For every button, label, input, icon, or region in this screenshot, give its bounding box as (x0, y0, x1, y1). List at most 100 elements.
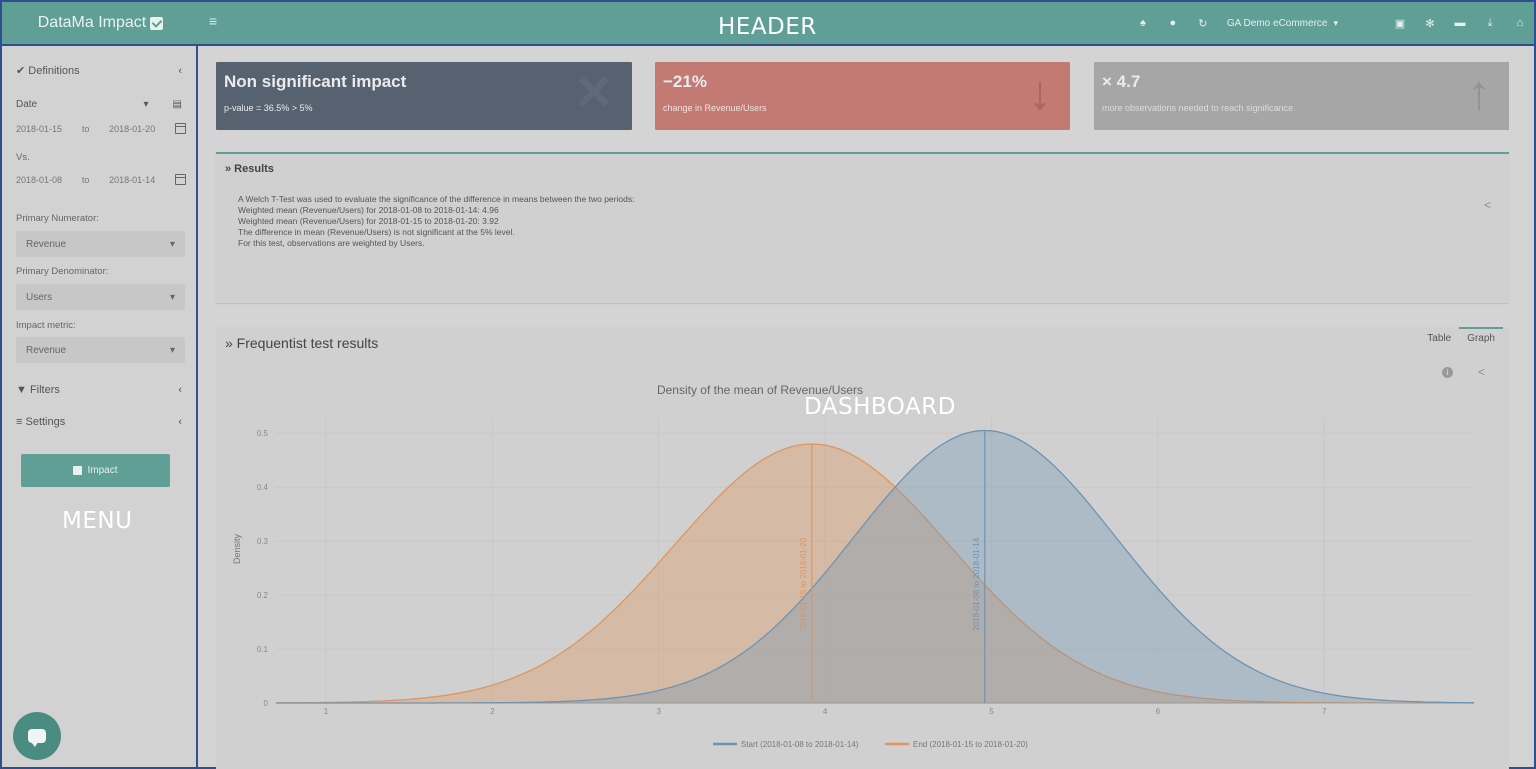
x-tick-label: 3 (656, 707, 661, 716)
primary-numerator-select[interactable]: Revenue ▾ (16, 231, 185, 257)
y-tick-label: 0.2 (257, 591, 269, 600)
share-icon[interactable]: < (1477, 365, 1485, 379)
settings-label: Settings (25, 416, 66, 428)
density-area (276, 430, 1474, 703)
brand[interactable]: DataMa Impact (2, 2, 199, 44)
sidebar: ✔ Definitions ‹ Date ▾ ▤ 2018-01-15 to 20… (0, 46, 198, 769)
impact-button[interactable]: Impact (21, 454, 170, 487)
vs-label: Vs. (16, 152, 30, 163)
date-row: Date ▾ ▤ (16, 99, 182, 110)
sidebar-item-definitions[interactable]: ✔ Definitions ‹ (16, 64, 182, 78)
date-to[interactable]: 2018-01-14 (109, 174, 156, 185)
main-content: Non significant impact p-value = 36.5% >… (198, 46, 1536, 769)
menu-overlay-label: MENU (62, 508, 133, 534)
chevron-down-icon: ▾ (169, 238, 175, 250)
x-tick-label: 2 (490, 707, 495, 716)
kpi-subtitle: more observations needed to reach signif… (1102, 103, 1294, 113)
check-circle-icon: ✔ (16, 65, 29, 77)
info-icon[interactable]: ● (1169, 17, 1177, 29)
legend-label: End (2018-01-15 to 2018-01-20) (913, 740, 1028, 749)
chevron-left-icon: ‹ (178, 416, 182, 428)
density-chart: Density of the mean of Revenue/Users Den… (232, 383, 1474, 749)
sidebar-item-settings[interactable]: ≡ Settings ‹ (16, 416, 182, 428)
brand-name: DataMa Impact (37, 14, 147, 31)
tab-table[interactable]: Table (1427, 333, 1452, 344)
results-line: Weighted mean (Revenue/Users) for 2018-0… (238, 205, 499, 215)
date-sep: to (81, 174, 90, 185)
header-toolbar: ♠ ● ↻ GA Demo eCommerce ▾ ▣ ✻ ▬ ⤓ ⌂ (1137, 2, 1526, 44)
info-icon[interactable]: i (1442, 367, 1453, 378)
date-label: Date (16, 99, 38, 110)
close-icon: ✕ (573, 67, 614, 120)
kpi-observations: × 4.7 more observations needed to reach … (1094, 62, 1509, 130)
mean-marker-label: 2018-01-08 to 2018-01-14 (972, 537, 981, 631)
mean-marker-label: 2018-01-15 to 2018-01-20 (799, 537, 808, 631)
chat-button[interactable] (13, 712, 61, 760)
date-to[interactable]: 2018-01-20 (109, 123, 156, 134)
results-line: For this test, observations are weighted… (238, 238, 425, 248)
chevron-down-icon: ▾ (1333, 17, 1338, 28)
primary-numerator-label: Primary Numerator: (16, 213, 99, 224)
account-selector[interactable]: GA Demo eCommerce ▾ (1227, 18, 1338, 29)
results-line: A Welch T-Test was used to evaluate the … (238, 194, 635, 204)
density-area (276, 444, 1474, 703)
results-box: » Results A Welch T-Test was used to eva… (216, 152, 1509, 303)
results-text: A Welch T-Test was used to evaluate the … (238, 194, 634, 249)
folder-icon[interactable]: ▬ (1454, 17, 1466, 29)
checkbox-icon (73, 466, 83, 475)
filter-icon: ▼ (16, 384, 30, 396)
chevron-left-icon: ‹ (178, 64, 182, 77)
header: DataMa Impact ≡ HEADER ♠ ● ↻ GA Demo eCo… (0, 0, 1536, 46)
date-sep: to (81, 123, 90, 134)
x-tick-label: 1 (324, 707, 329, 716)
results-title[interactable]: » Results (225, 163, 274, 175)
impact-metric-select[interactable]: Revenue ▾ (16, 337, 185, 363)
graph-title[interactable]: » Frequentist test results (225, 335, 379, 351)
impact-button-label: Impact (87, 465, 118, 476)
download-icon[interactable]: ⤓ (1487, 16, 1493, 29)
sidebar-item-filters[interactable]: ▼ Filters ‹ (16, 384, 182, 396)
primary-denominator-select[interactable]: Users ▾ (16, 284, 185, 310)
kpi-subtitle: p-value = 36.5% > 5% (224, 103, 313, 113)
x-tick-label: 4 (823, 707, 828, 716)
save-icon[interactable]: ▣ (1394, 17, 1406, 30)
account-name: GA Demo eCommerce (1226, 17, 1328, 29)
y-tick-label: 0.4 (257, 483, 269, 492)
share-icon[interactable]: < (1483, 198, 1491, 212)
impact-metric-label: Impact metric: (16, 320, 76, 331)
date-range-current[interactable]: 2018-01-15 to 2018-01-20 (16, 123, 186, 134)
date-range-compare[interactable]: 2018-01-08 to 2018-01-14 (16, 174, 186, 185)
axis-ticks: 0 0.1 0.2 0.3 0.4 0.5 1 2 3 4 5 6 7 (257, 429, 1327, 716)
calendar-icon[interactable] (175, 123, 186, 134)
chevron-left-icon: ‹ (178, 384, 182, 396)
kpi-title: Non significant impact (224, 72, 407, 91)
chat-icon (28, 729, 46, 747)
bell-icon[interactable]: ♠ (1139, 17, 1146, 29)
settings-icon[interactable]: ✻ (1425, 17, 1435, 30)
tab-graph[interactable]: Graph (1459, 327, 1503, 349)
kpi-subtitle: change in Revenue/Users (663, 103, 767, 113)
x-tick-label: 6 (1156, 707, 1161, 716)
refresh-icon[interactable]: ↻ (1198, 17, 1208, 30)
calendar-icon[interactable] (175, 174, 186, 185)
chart-icon[interactable]: ▤ (172, 99, 182, 110)
hamburger-menu-icon[interactable]: ≡ (209, 13, 218, 29)
definitions-label: Definitions (28, 65, 80, 77)
home-icon[interactable]: ⌂ (1516, 17, 1524, 29)
density-line (275, 443, 1474, 704)
date-from[interactable]: 2018-01-15 (16, 123, 63, 134)
kpi-significance: Non significant impact p-value = 36.5% >… (216, 62, 632, 130)
chevron-down-icon[interactable]: ▾ (143, 99, 149, 110)
chart-title: Density of the mean of Revenue/Users (657, 383, 863, 397)
legend-label: Start (2018-01-08 to 2018-01-14) (741, 740, 859, 749)
kpi-title: −21% (663, 72, 707, 91)
mean-markers: 2018-01-15 to 2018-01-20 2018-01-08 to 20… (799, 430, 986, 703)
y-axis-label: Density (232, 533, 242, 564)
select-value: Users (26, 291, 53, 303)
chevron-down-icon: ▾ (169, 344, 175, 356)
dashboard-overlay-label: DASHBOARD (804, 394, 956, 420)
date-from[interactable]: 2018-01-08 (16, 174, 63, 185)
arrow-up-icon: ↑ (1467, 67, 1491, 120)
sliders-icon: ≡ (16, 416, 26, 428)
